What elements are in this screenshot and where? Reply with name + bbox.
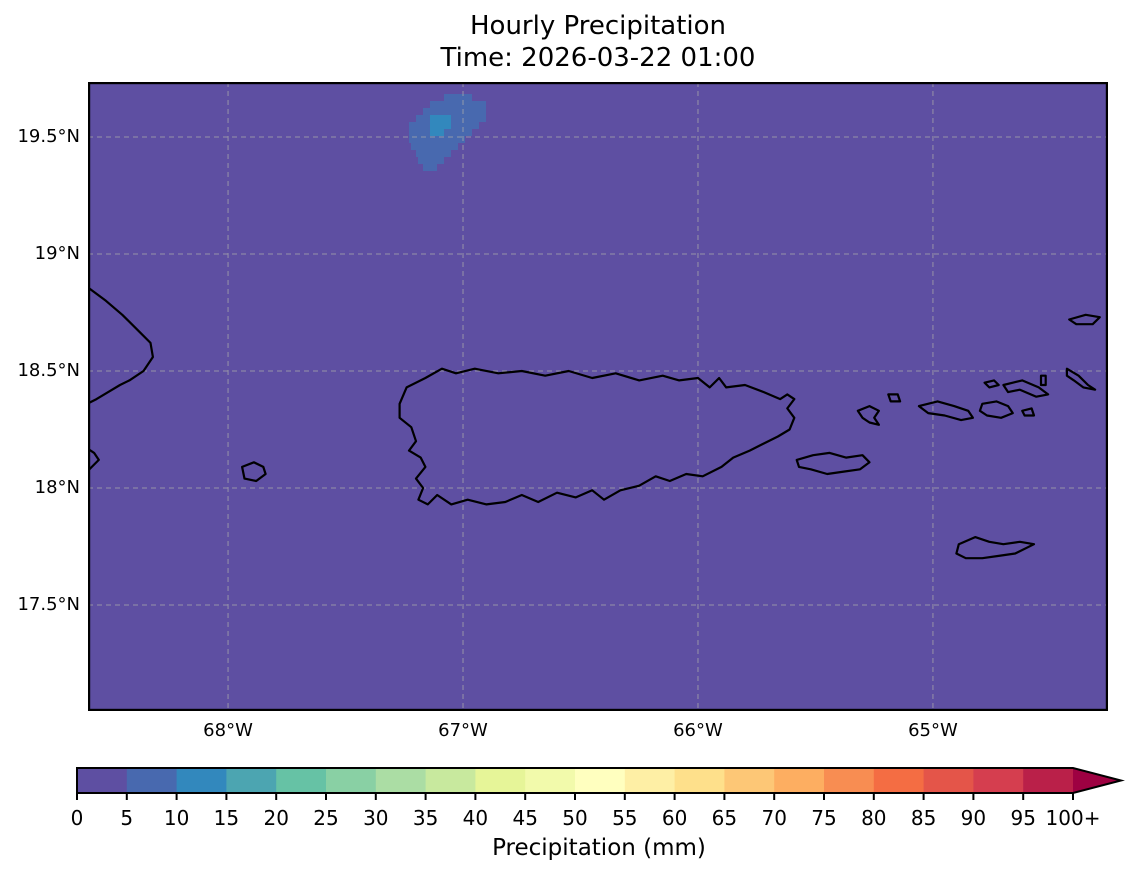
lat-tick-label: 17.5°N: [17, 593, 80, 615]
colorbar-tick-label: 80: [861, 806, 886, 830]
coastline-saona-edge-fragment: [88, 447, 100, 473]
coastline-virgin-gorda: [1065, 367, 1097, 391]
colorbar-tick-label: 15: [214, 806, 239, 830]
colorbar-segment: [276, 768, 327, 793]
colorbar-segment: [774, 768, 825, 793]
colorbar-segment: [326, 768, 377, 793]
colorbar-segment: [624, 768, 676, 793]
lat-tick-label: 19.5°N: [17, 125, 80, 147]
colorbar-outline: [76, 767, 1125, 794]
precip-cell-row-outer: [411, 143, 458, 150]
coastline-st-john: [978, 400, 1014, 419]
lon-tick-label: 65°W: [908, 720, 958, 741]
precip-cell-row-outer: [418, 157, 444, 164]
precipitation-blob: [409, 94, 486, 171]
colorbar-tick-label: 95: [1010, 806, 1035, 830]
coastlines: [88, 286, 1101, 560]
ocean-background: [88, 82, 1108, 711]
lon-tick-label: 68°W: [203, 720, 253, 741]
coastline-hispaniola-east-coast: [88, 286, 154, 405]
coastline-culebrita: [887, 393, 902, 403]
chart-title: Hourly Precipitation: [469, 11, 726, 41]
precip-cell-row-outer: [409, 136, 465, 143]
colorbar-segment: [475, 768, 526, 793]
colorbar-segment: [525, 768, 576, 793]
colorbar-segment: [724, 768, 775, 793]
colorbar-tick-label: 50: [562, 806, 587, 830]
colorbar-tick-label: 55: [612, 806, 637, 830]
colorbar-tick-label: 85: [911, 806, 936, 830]
map-canvas: [88, 82, 1108, 711]
colorbar-segment: [176, 768, 227, 793]
coastline-st-croix: [955, 536, 1036, 560]
colorbar-segment: [1023, 768, 1074, 793]
coastline-mona-island: [241, 461, 267, 483]
colorbar-tick-label: 60: [662, 806, 687, 830]
coastline-jost-van-dyke: [983, 379, 1000, 389]
colorbar-segment: [575, 768, 626, 793]
colorbar-segment: [674, 768, 725, 793]
lat-tick-label: 18.5°N: [17, 359, 80, 381]
colorbar-tick-label: 25: [313, 806, 338, 830]
colorbar-segment: [77, 768, 128, 793]
coastline-st-thomas: [917, 400, 974, 422]
colorbar-tick-label: 70: [761, 806, 786, 830]
precip-cell-row-inner: [430, 122, 451, 129]
precip-cell-row-outer: [444, 94, 472, 101]
lon-tick-label: 67°W: [438, 720, 488, 741]
colorbar-segment: [923, 768, 974, 793]
coastline-norman-island: [1021, 407, 1036, 417]
colorbar-over-arrow: [1073, 768, 1121, 793]
colorbar-segment: [973, 768, 1024, 793]
colorbar-tick-label: 10: [164, 806, 189, 830]
graticule: [88, 82, 1108, 711]
colorbar-axis-label: Precipitation (mm): [492, 835, 706, 861]
colorbar-tick-label: 75: [811, 806, 836, 830]
colorbar-segment: [126, 768, 178, 793]
colorbar: 0 5 10 15 20 25 30 35 40 45 50 55 60 65 70 75 80 85 90 95 10…: [71, 767, 1125, 861]
colorbar-segment: [824, 768, 875, 793]
coastline-anegada: [1068, 313, 1101, 326]
precip-cell-row-outer: [423, 108, 486, 115]
colorbar-tick-label: 20: [263, 806, 288, 830]
colorbar-tick-label: 0: [71, 806, 84, 830]
lat-tick-label: 19°N: [34, 242, 80, 264]
coastline-vieques: [795, 451, 871, 476]
colorbar-tick-label: 45: [512, 806, 537, 830]
chart-subtitle-time: Time: 2026-03-22 01:00: [440, 43, 756, 73]
colorbar-segment: [873, 768, 925, 793]
precip-cell-row-inner: [430, 115, 451, 122]
precip-cell-row-outer: [416, 150, 451, 157]
map-plot-area: [88, 82, 1108, 711]
colorbar-segment: [425, 768, 476, 793]
coastline-puerto-rico: [398, 367, 796, 506]
colorbar-tick-label: 35: [413, 806, 438, 830]
map-frame: [88, 82, 1108, 711]
colorbar-tick-label: 40: [463, 806, 488, 830]
colorbar-tick-label: 65: [712, 806, 737, 830]
colorbar-segment: [226, 768, 277, 793]
colorbar-tick-label: 100+: [1046, 806, 1101, 830]
precip-cell-row-inner: [430, 129, 444, 136]
coastline-great-camanoe: [1039, 374, 1047, 387]
precip-cell-row-outer: [430, 101, 486, 108]
colorbar-tick-label: 30: [363, 806, 388, 830]
precip-cell-row-outer: [423, 164, 437, 171]
coastline-tortola: [1002, 379, 1050, 398]
colorbar-segment: [375, 768, 427, 793]
colorbar-tick-label: 90: [961, 806, 986, 830]
colorbar-tick-label: 5: [120, 806, 133, 830]
lat-tick-label: 18°N: [34, 476, 80, 498]
lon-tick-label: 66°W: [673, 720, 723, 741]
chart-title-block: Hourly Precipitation Time: 2026-03-22 01…: [88, 10, 1108, 74]
coastline-culebra: [856, 405, 880, 426]
